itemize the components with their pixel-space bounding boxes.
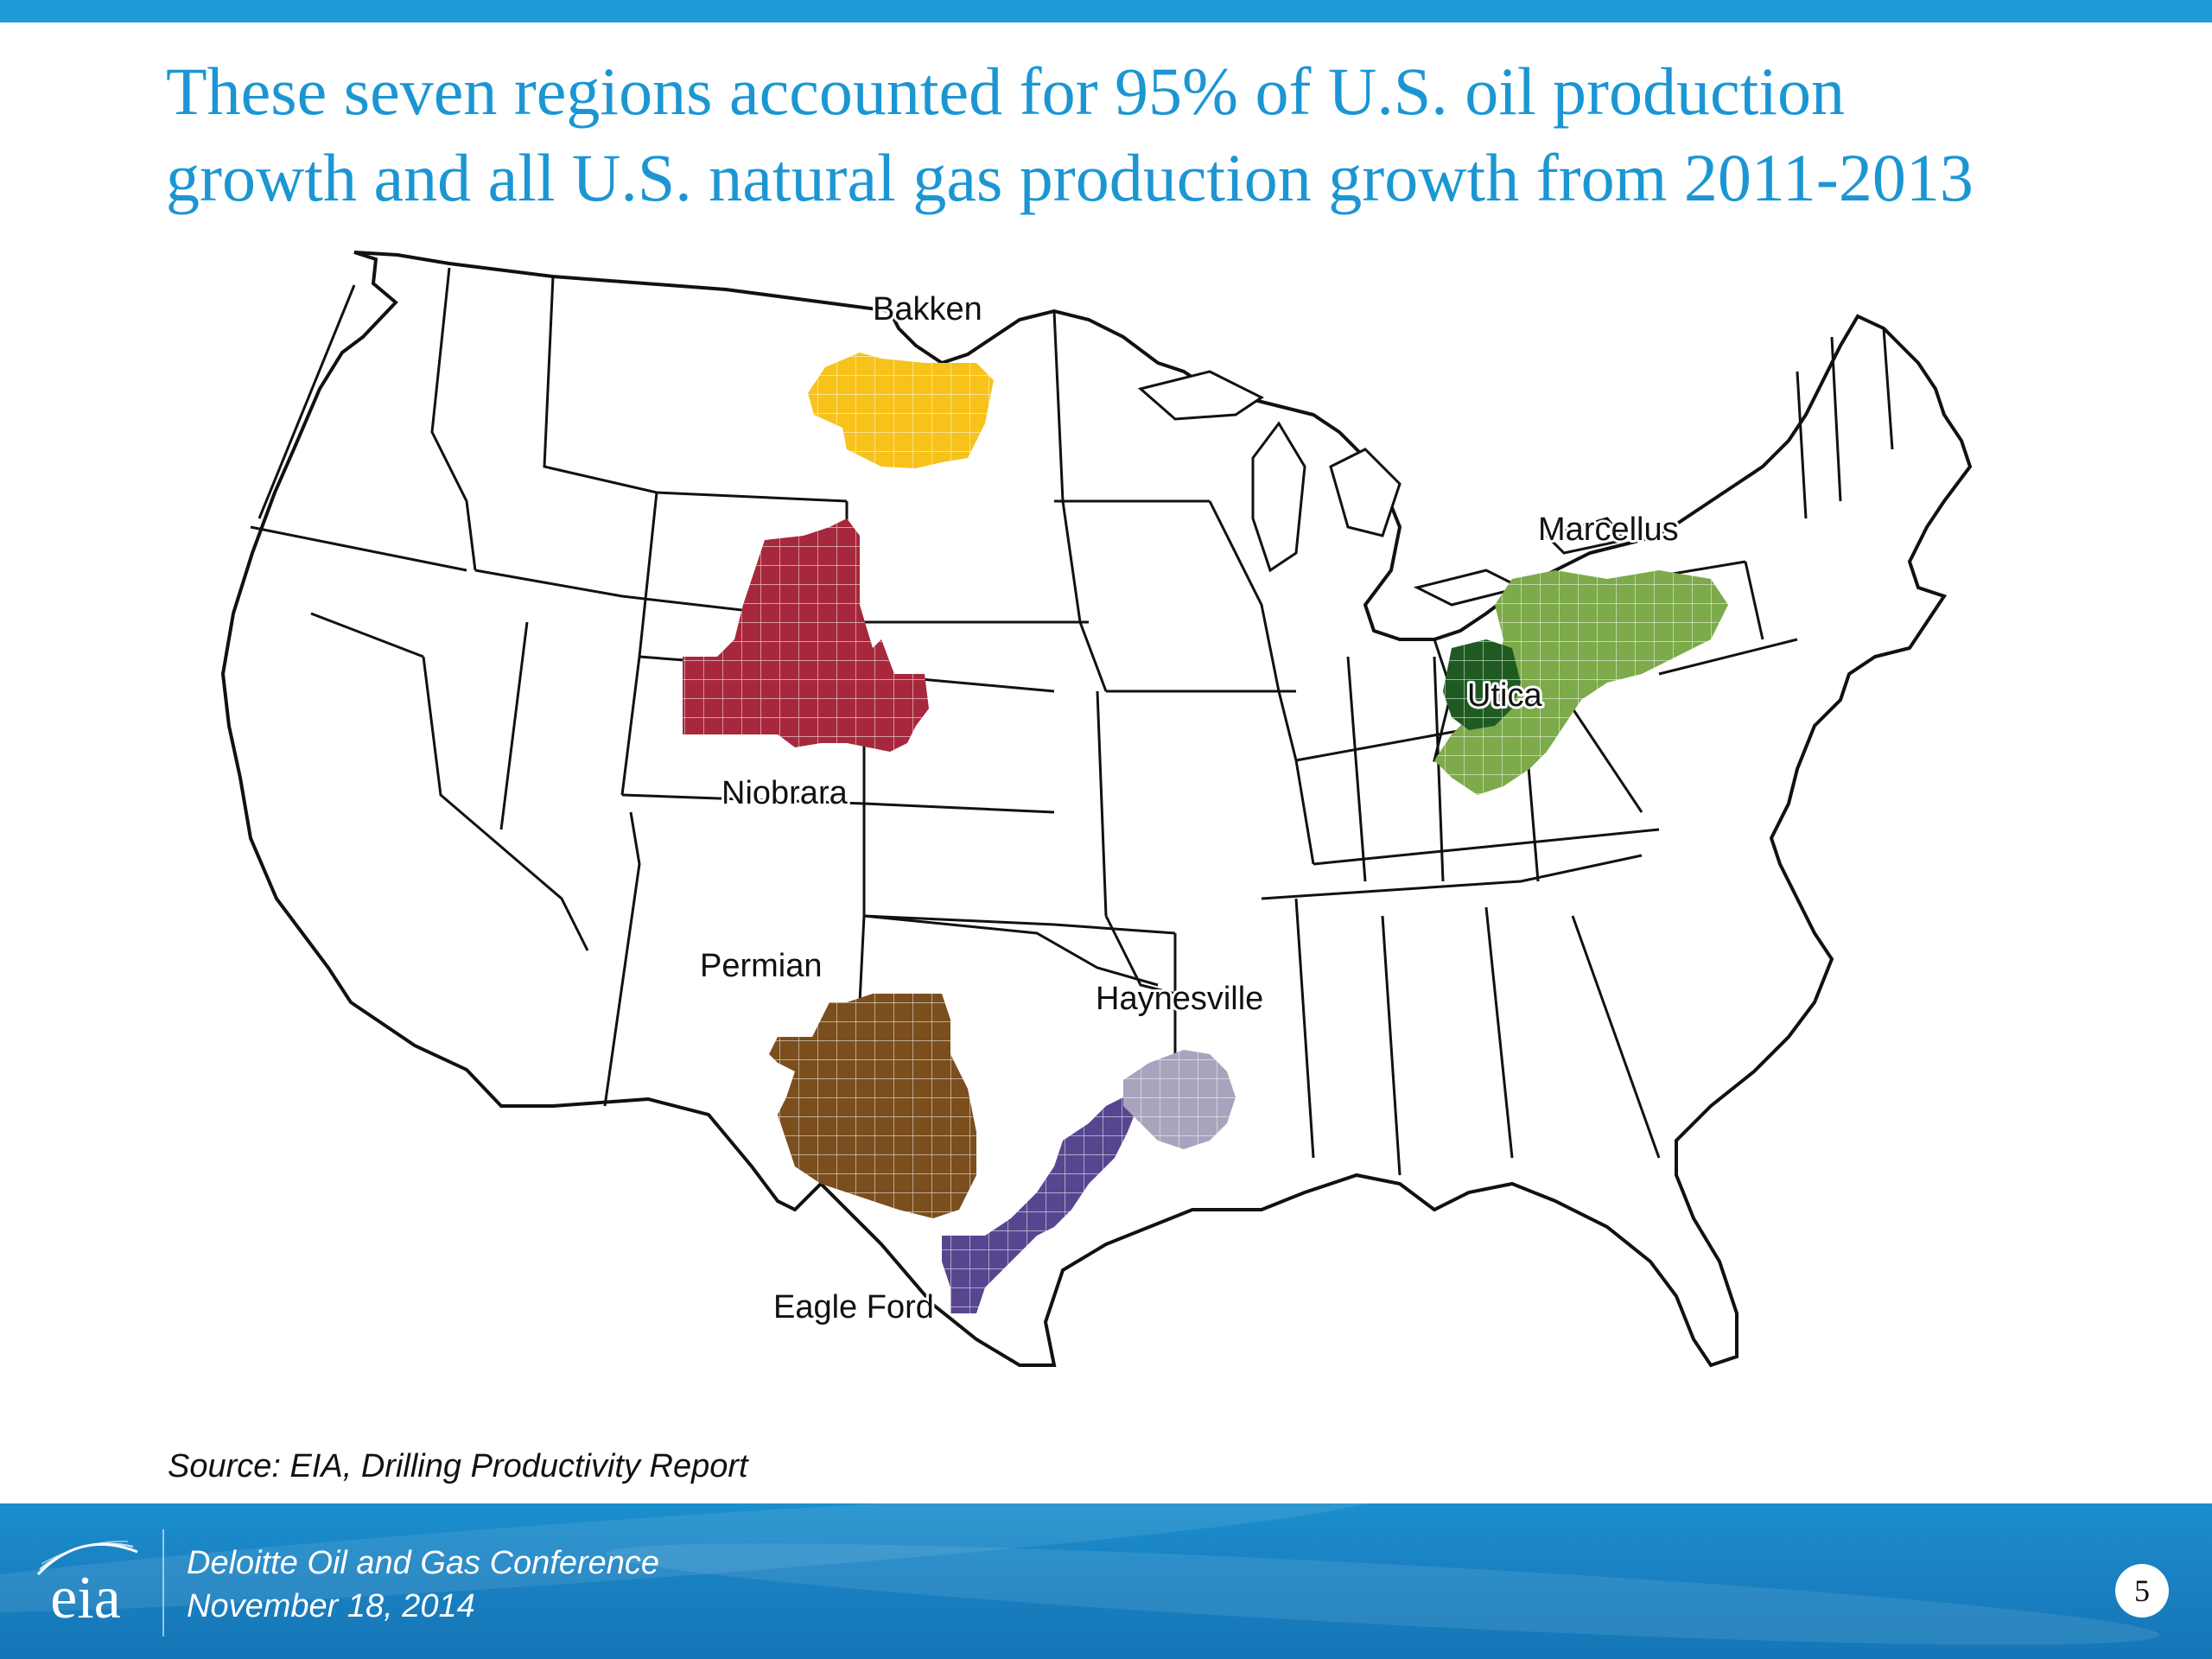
eia-logo: eia <box>21 1529 150 1642</box>
label-haynesville: Haynesville <box>1096 981 1263 1017</box>
footer-divider <box>162 1529 164 1637</box>
footer-bar: eia Deloitte Oil and Gas Conference Nove… <box>0 1503 2212 1659</box>
utica-grid <box>1443 639 1521 730</box>
label-utica: Utica <box>1467 677 1542 714</box>
page-number: 5 <box>2115 1564 2169 1618</box>
niobrara-grid <box>683 518 929 752</box>
great-lakes <box>1137 370 1627 607</box>
slide-title: These seven regions accounted for 95% of… <box>166 48 2153 221</box>
conference-date: November 18, 2014 <box>187 1588 475 1624</box>
label-bakken: Bakken <box>873 291 982 327</box>
eagle-ford-grid <box>942 1097 1136 1313</box>
permian-grid <box>769 994 976 1218</box>
label-permian: Permian <box>700 948 823 984</box>
conference-name: Deloitte Oil and Gas Conference <box>187 1545 660 1581</box>
haynesville-grid <box>1123 1050 1236 1149</box>
top-accent-bar <box>0 0 2212 22</box>
us-map: Bakken Niobrara Permian Eagle Ford Hayne… <box>190 242 1987 1417</box>
footer-streak <box>604 1522 2161 1659</box>
marcellus-grid <box>1434 570 1728 795</box>
conference-info: Deloitte Oil and Gas Conference November… <box>187 1541 659 1628</box>
shale-regions <box>683 353 1728 1313</box>
label-eagle-ford: Eagle Ford <box>773 1289 934 1325</box>
region-labels: Bakken Niobrara Permian Eagle Ford Hayne… <box>697 289 1681 1328</box>
source-note: Source: EIA, Drilling Productivity Repor… <box>168 1448 748 1484</box>
bakken-grid <box>808 353 994 468</box>
eia-logo-arc-icon <box>36 1541 138 1576</box>
title-line-2: growth and all U.S. natural gas producti… <box>166 140 1974 215</box>
title-line-1: These seven regions accounted for 95% of… <box>166 54 1845 129</box>
us-map-svg: Bakken Niobrara Permian Eagle Ford Hayne… <box>220 251 1973 1368</box>
us-outline <box>220 251 1973 1368</box>
eia-logo-text: eia <box>50 1565 121 1631</box>
label-niobrara: Niobrara <box>721 775 849 811</box>
label-marcellus: Marcellus <box>1538 512 1679 548</box>
